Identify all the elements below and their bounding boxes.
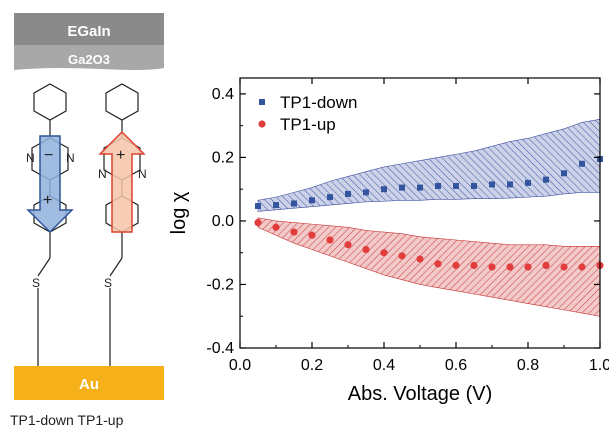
data-point (543, 176, 549, 183)
data-point (524, 263, 532, 271)
data-point (561, 170, 567, 177)
y-tick-label: -0.2 (206, 276, 234, 293)
dipole-arrow-up (98, 130, 146, 233)
dipole-arrow-down (26, 135, 74, 234)
y-tick-label: -0.4 (206, 340, 234, 357)
data-point (470, 261, 478, 270)
data-point (435, 183, 441, 189)
data-point (272, 223, 280, 231)
legend-marker (259, 99, 265, 105)
data-point (326, 236, 334, 244)
y-tick-label: 0.0 (212, 213, 234, 230)
data-point (525, 179, 531, 186)
log-chi-chart: 0.0 0.2 0.4 0.6 0.8 1.0 -0.4 -0.2 0.0 0.2 0.4 TP1-… (168, 77, 609, 405)
x-tick-label: 0.2 (301, 357, 323, 374)
data-point (398, 252, 406, 260)
data-point (344, 241, 352, 249)
data-point (291, 200, 297, 207)
data-point (579, 160, 585, 167)
data-point (255, 203, 261, 210)
data-point (309, 197, 315, 204)
data-point (380, 249, 388, 257)
data-point (290, 228, 298, 236)
data-point (416, 255, 424, 263)
sulfur-atom: S (104, 276, 112, 290)
legend-label: TP1-down (280, 93, 357, 112)
ga2o3-oxide-layer (14, 45, 164, 70)
x-tick-label: 0.8 (517, 357, 539, 374)
data-point (363, 189, 369, 196)
nitrogen-atom: N (98, 167, 107, 181)
nitrogen-atom: N (26, 151, 35, 165)
data-point (507, 181, 513, 188)
data-point (452, 261, 460, 270)
data-point (417, 184, 423, 191)
legend-label: TP1-up (280, 115, 336, 134)
data-point (362, 245, 370, 254)
x-tick-label: 1.0 (589, 357, 609, 374)
data-point (434, 260, 442, 268)
negative-sign: − (44, 147, 53, 164)
positive-sign: + (116, 147, 125, 164)
data-point (488, 263, 496, 271)
nitrogen-atom: N (138, 167, 147, 181)
data-point (308, 231, 316, 239)
x-axis-label: Abs. Voltage (V) (348, 383, 493, 405)
caption-tp1-up: TP1-up (77, 412, 124, 428)
y-axis-label: log χ (168, 191, 190, 234)
data-point (506, 263, 514, 271)
x-tick-label: 0.4 (373, 357, 395, 374)
data-point (381, 186, 387, 193)
au-electrode (14, 366, 164, 400)
data-point (542, 261, 550, 270)
ga2o3-label: Ga2O3 (68, 52, 110, 67)
data-point (399, 184, 405, 191)
data-point (489, 181, 495, 188)
data-point (453, 183, 459, 189)
data-point (254, 218, 262, 227)
data-point (273, 202, 279, 209)
sulfur-atom: S (32, 276, 40, 290)
data-point (471, 183, 477, 189)
egain-electrode (14, 13, 164, 45)
molecule-caption: TP1-down TP1-up (10, 412, 123, 428)
nitrogen-atom: N (66, 151, 75, 165)
data-point (327, 194, 333, 201)
caption-tp1-down: TP1-down (10, 412, 74, 428)
y-tick-label: 0.4 (212, 86, 234, 103)
x-tick-label: 0.6 (445, 357, 467, 374)
data-point (560, 263, 568, 271)
egain-label: EGaIn (67, 23, 110, 40)
data-point (345, 190, 351, 197)
phenyl-ring-top (33, 83, 67, 121)
positive-sign: + (43, 192, 52, 209)
tp1-down-molecule (31, 83, 69, 366)
au-label: Au (79, 376, 99, 393)
data-point (578, 263, 586, 271)
x-tick-label: 0.0 (229, 357, 251, 374)
phenyl-ring-top (105, 83, 139, 121)
legend-marker (258, 120, 266, 128)
y-tick-label: 0.2 (212, 149, 234, 166)
molecular-junction-schematic: EGaIn Ga2O3 N N − + S N N + S Au (14, 13, 164, 400)
